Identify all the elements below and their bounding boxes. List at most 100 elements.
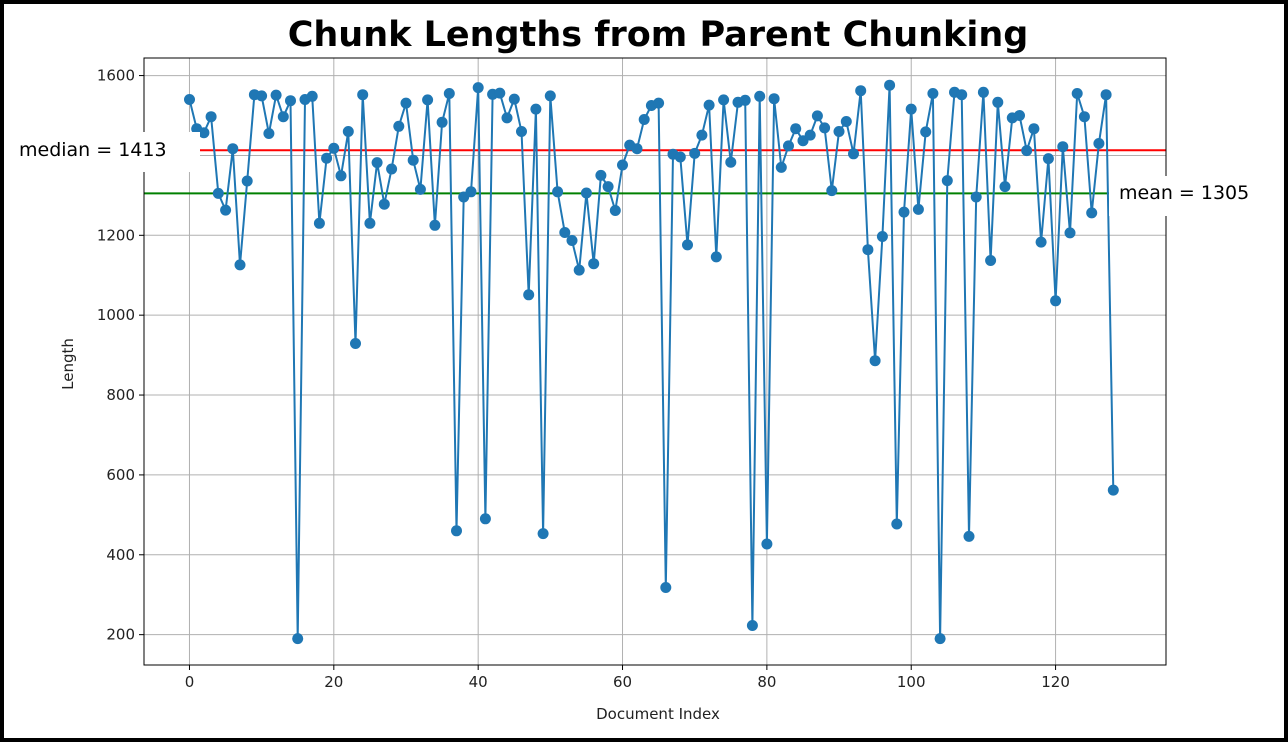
data-point-51: [552, 186, 564, 198]
mean-label-box: [1109, 176, 1277, 216]
y-tick-label-200: 200: [106, 626, 135, 644]
data-point-118: [1035, 236, 1047, 248]
data-point-59: [609, 205, 621, 216]
data-point-89: [826, 185, 838, 197]
data-point-29: [393, 120, 405, 132]
data-point-78: [746, 620, 758, 631]
data-point-68: [674, 151, 686, 163]
data-point-111: [985, 255, 997, 266]
data-point-49: [537, 528, 549, 540]
y-tick-label-1600: 1600: [97, 67, 135, 85]
median-label: median = 1413: [19, 139, 167, 161]
data-point-12: [270, 89, 282, 101]
data-point-104: [934, 633, 946, 645]
data-point-11: [263, 128, 275, 139]
x-tick-label-0: 0: [185, 673, 195, 691]
data-point-31: [407, 154, 419, 166]
data-point-100: [905, 103, 917, 115]
data-point-37: [451, 525, 462, 537]
data-point-83: [783, 140, 794, 152]
data-point-107: [956, 89, 968, 101]
x-tick-label-20: 20: [324, 673, 343, 691]
chart-title: Chunk Lengths from Parent Chunking: [288, 15, 1029, 55]
data-point-33: [422, 94, 434, 106]
data-point-26: [371, 157, 383, 169]
data-point-54: [573, 264, 585, 276]
data-point-79: [754, 90, 766, 102]
data-point-95: [869, 355, 881, 367]
data-point-2: [198, 127, 210, 139]
data-point-57: [595, 169, 607, 181]
data-point-27: [378, 198, 390, 210]
y-tick-label-600: 600: [106, 466, 135, 484]
x-tick-label-80: 80: [757, 673, 776, 691]
figure-background: [4, 4, 1284, 738]
data-point-25: [364, 217, 376, 229]
data-point-35: [436, 116, 448, 128]
data-point-30: [400, 97, 412, 109]
data-point-119: [1042, 153, 1054, 165]
median-label-box: [16, 132, 200, 172]
data-point-13: [277, 111, 289, 123]
data-point-53: [566, 235, 578, 246]
annotations: median = 1413 mean = 1305: [16, 132, 1277, 216]
data-point-94: [862, 244, 874, 256]
data-point-81: [768, 93, 780, 105]
data-point-36: [443, 88, 455, 99]
data-point-22: [342, 126, 354, 137]
data-point-24: [357, 89, 369, 101]
data-point-40: [472, 82, 484, 94]
data-point-46: [516, 126, 527, 137]
data-point-66: [660, 582, 672, 593]
data-point-122: [1064, 227, 1076, 239]
data-point-123: [1071, 88, 1083, 99]
x-tick-label-120: 120: [1041, 673, 1070, 691]
data-point-58: [602, 181, 614, 193]
data-point-10: [256, 90, 268, 102]
data-point-74: [718, 94, 730, 106]
data-point-93: [855, 85, 867, 97]
data-point-109: [970, 191, 982, 203]
data-point-69: [682, 239, 693, 251]
data-point-116: [1021, 145, 1033, 157]
data-point-52: [559, 227, 571, 238]
data-point-88: [819, 122, 831, 134]
data-point-103: [927, 88, 939, 99]
data-point-98: [891, 518, 903, 530]
data-point-17: [306, 90, 318, 102]
data-point-7: [234, 259, 246, 271]
data-point-15: [292, 633, 304, 645]
data-point-0: [184, 94, 195, 105]
data-point-21: [335, 170, 347, 182]
data-point-99: [898, 206, 910, 218]
data-point-4: [212, 187, 224, 199]
data-point-97: [884, 79, 896, 91]
data-point-128: [1107, 484, 1119, 496]
data-point-70: [689, 147, 701, 159]
data-point-92: [848, 148, 859, 160]
x-tick-label-60: 60: [613, 673, 632, 691]
data-point-126: [1093, 138, 1105, 149]
data-point-3: [205, 111, 217, 123]
data-point-19: [321, 152, 333, 164]
x-tick-label-40: 40: [469, 673, 488, 691]
data-point-50: [544, 90, 556, 102]
data-point-72: [703, 99, 715, 111]
data-point-90: [833, 126, 845, 137]
data-point-117: [1028, 123, 1040, 135]
data-point-108: [963, 530, 975, 542]
data-point-71: [696, 129, 708, 141]
data-point-6: [227, 143, 239, 155]
plot-area-frame: [143, 57, 1167, 666]
data-point-110: [977, 86, 989, 98]
data-point-28: [386, 163, 398, 175]
data-point-18: [313, 217, 325, 229]
y-tick-label-1200: 1200: [97, 226, 135, 244]
data-point-45: [508, 93, 520, 105]
data-point-44: [501, 112, 513, 124]
data-point-124: [1078, 111, 1090, 123]
data-point-55: [580, 187, 592, 199]
y-tick-label-800: 800: [106, 386, 135, 404]
data-point-102: [920, 126, 932, 138]
data-point-62: [631, 143, 643, 155]
